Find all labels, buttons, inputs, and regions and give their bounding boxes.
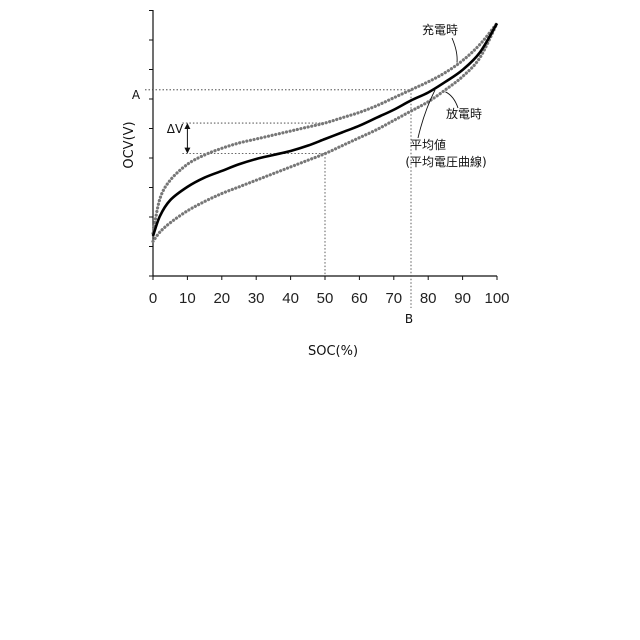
label-delta-v: ΔV — [167, 122, 184, 136]
x-axis-title: SOC(%) — [308, 344, 358, 359]
x-tick-label: 30 — [248, 290, 265, 307]
x-tick-label: 0 — [149, 290, 157, 307]
x-tick-label: 10 — [179, 290, 196, 307]
x-tick-label: 90 — [454, 290, 471, 307]
label-b: B — [405, 312, 413, 326]
label-average: 平均値 — [410, 137, 446, 152]
series-line-1 — [153, 23, 497, 241]
x-tick-label: 70 — [385, 290, 402, 307]
label-average-sub: (平均電圧曲線) — [405, 154, 486, 169]
delta-v-arrow-head-bottom — [184, 148, 190, 154]
x-tick-label: 80 — [420, 290, 437, 307]
x-tick-label: 50 — [317, 290, 334, 307]
series-layer — [153, 23, 497, 241]
label-discharge: 放電時 — [446, 106, 482, 121]
x-tick-label: 40 — [282, 290, 299, 307]
delta-v-arrow-head-top — [184, 123, 190, 129]
guide-lines — [145, 90, 411, 308]
series-line-2 — [153, 23, 497, 236]
x-tick-label: 100 — [484, 290, 509, 307]
label-charge: 充電時 — [422, 22, 458, 37]
label-a: A — [132, 88, 141, 102]
y-axis-title: OCV(V) — [122, 121, 137, 168]
x-tick-label: 60 — [351, 290, 368, 307]
x-tick-label: 20 — [213, 290, 230, 307]
leader-charge — [452, 38, 457, 63]
leader-discharge — [445, 92, 458, 108]
